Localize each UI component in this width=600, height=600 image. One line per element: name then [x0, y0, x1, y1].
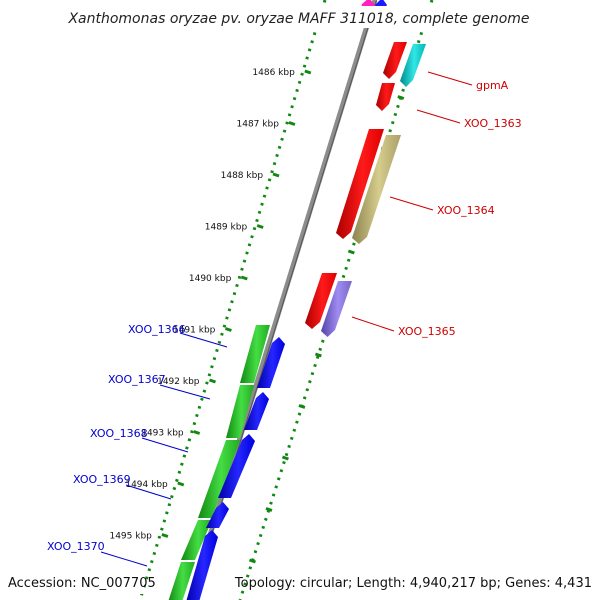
- leader-xoo-1368: [141, 437, 189, 453]
- gene-label-xoo-1363: XOO_1363: [464, 117, 522, 130]
- leader-xoo-1363: [416, 109, 461, 124]
- tick-mark-left: [193, 430, 201, 435]
- feature-purple-xoo-1365: [321, 281, 352, 337]
- tick-mark-left: [240, 275, 248, 281]
- leader-xoo-1364: [389, 196, 434, 211]
- tick-mark-right: [347, 249, 355, 255]
- genome-backbone-shade: [191, 0, 377, 600]
- leader-xoo-1366: [179, 332, 228, 348]
- gene-label-xoo-1367: XOO_1367: [108, 373, 166, 386]
- gene-label-xoo-1369: XOO_1369: [73, 473, 131, 486]
- tick-mark-right: [298, 404, 306, 409]
- gene-label-xoo-1368: XOO_1368: [90, 427, 148, 440]
- accession-text: Accession: NC_007705: [8, 576, 156, 591]
- tick-label: 1492 kbp: [157, 377, 200, 387]
- tick-mark-left: [209, 378, 216, 384]
- leader-xoo-1365: [351, 316, 395, 332]
- tick-label: 1489 kbp: [205, 223, 248, 233]
- feature-green-xoo-1370: [168, 562, 195, 600]
- feature-green-xoo-1369: [181, 520, 212, 560]
- gene-label-xoo-1365: XOO_1365: [398, 325, 456, 338]
- leader-xoo-1370: [100, 551, 148, 567]
- feature-blue-3: [218, 434, 255, 498]
- tick-label: 1488 kbp: [221, 171, 264, 181]
- footer-background-right: [258, 572, 596, 594]
- feature-blue-2: [244, 392, 269, 430]
- title-background: [70, 6, 530, 28]
- tick-label: 1491 kbp: [173, 326, 216, 336]
- tick-mark-right: [314, 352, 322, 358]
- tick-mark-left: [177, 481, 185, 487]
- tick-mark-right: [265, 507, 273, 512]
- gene-label-xoo-1364: XOO_1364: [437, 204, 495, 217]
- tick-label: 1495 kbp: [109, 532, 152, 542]
- tick-mark-right: [281, 455, 289, 461]
- left-dotted-track: [138, 0, 327, 600]
- leader-gpma: [427, 71, 473, 86]
- tick-label: 1494 kbp: [125, 480, 168, 490]
- tick-mark-left: [304, 69, 312, 75]
- gene-label-xoo-1370: XOO_1370: [47, 540, 105, 553]
- feature-blue-5: [186, 530, 218, 600]
- feature-red-a: [383, 42, 407, 79]
- feature-red-c: [336, 129, 384, 239]
- feature-khaki-xoo-1364: [352, 135, 401, 244]
- tick-mark-left: [272, 172, 280, 178]
- tick-mark-right: [397, 95, 405, 100]
- tick-mark-left: [224, 327, 232, 332]
- tick-mark-left: [288, 121, 296, 126]
- feature-green-xoo-1366: [240, 325, 270, 383]
- feature-red-d: [305, 273, 337, 329]
- feature-green-xoo-1367: [226, 385, 254, 438]
- tick-label: 1493 kbp: [141, 429, 184, 439]
- footer-background-left: [4, 572, 144, 594]
- tick-label: 1486 kbp: [252, 68, 295, 78]
- genome-stats-text: Topology: circular; Length: 4,940,217 bp…: [234, 576, 592, 591]
- feature-red-b: [376, 83, 395, 111]
- leader-xoo-1369: [125, 484, 172, 500]
- leader-xoo-1367: [159, 384, 211, 400]
- feature-green-xoo-1368: [198, 440, 240, 518]
- tick-label: 1487 kbp: [237, 120, 280, 130]
- genome-backbone: [187, 0, 378, 600]
- feature-blue-4: [206, 502, 229, 528]
- tick-mark-left: [256, 224, 264, 229]
- feature-blue-1: [257, 337, 285, 388]
- feature-cyan-gpma: [400, 44, 426, 87]
- genome-title: Xanthomonas oryzae pv. oryzae MAFF 31101…: [67, 11, 529, 27]
- gene-label-xoo-1366: XOO_1366: [128, 323, 186, 336]
- tick-label: 1490 kbp: [189, 274, 232, 284]
- tick-mark-right: [249, 558, 256, 564]
- tick-mark-left: [161, 533, 169, 538]
- gene-label-gpma: gpmA: [476, 79, 509, 92]
